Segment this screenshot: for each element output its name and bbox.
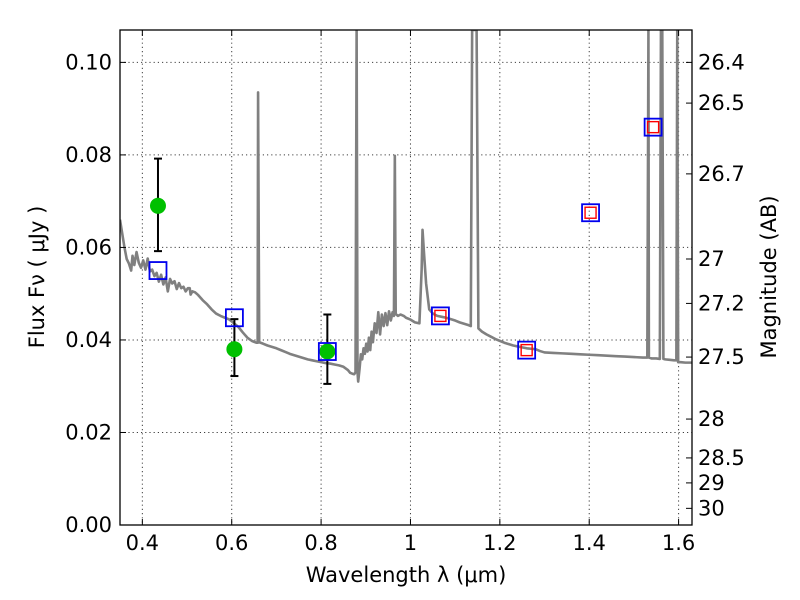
axis-ticks: 0.4 0.6 0.8 1 1.2 1.4 1.6 0.00 0.02 0.04 0.06 0.08 0… [65, 30, 745, 555]
model-band-square-blue [317, 342, 337, 361]
plot-area [120, 30, 692, 385]
axes-frame [119, 29, 693, 526]
model-sed-line [120, 30, 692, 383]
right-tick-label: 28 [698, 407, 725, 431]
model-band-square-blue [517, 340, 537, 360]
model-band-square-red [434, 309, 447, 323]
y-tick-label: 0.08 [65, 143, 112, 167]
model-band-square-red [646, 120, 660, 134]
model-band-square-blue [643, 117, 663, 137]
observed-point [226, 341, 243, 358]
right-tick-label: 26.7 [698, 162, 745, 186]
model-band-square-blue [431, 306, 450, 326]
x-tick-label: 1.4 [573, 531, 606, 555]
right-tick-label: 27.5 [698, 345, 745, 369]
right-tick-label: 26.4 [698, 50, 745, 74]
model-band-square-blue [224, 308, 244, 328]
right-tick-label: 28.5 [698, 446, 745, 470]
y-axis-right-label: Magnitude (AB) [757, 195, 781, 358]
right-tick-label: 27.2 [698, 291, 745, 315]
grid-lines [120, 30, 692, 526]
model-band-square-blue [148, 261, 168, 280]
x-axis-label: Wavelength λ (μm) [306, 563, 507, 587]
x-tick-label: 1 [404, 531, 417, 555]
observed-point [319, 343, 336, 360]
y-tick-label: 0.00 [65, 513, 112, 537]
x-tick-label: 0.6 [215, 531, 248, 555]
right-tick-label: 29 [698, 471, 725, 495]
y-tick-label: 0.04 [65, 328, 112, 352]
y-axis-label: Flux Fν ( μJy ) [25, 206, 49, 349]
x-tick-label: 1.2 [483, 531, 516, 555]
x-tick-label: 0.4 [126, 531, 159, 555]
x-tick-label: 1.6 [662, 531, 695, 555]
x-tick-label: 0.8 [304, 531, 337, 555]
y-tick-label: 0.06 [65, 235, 112, 259]
model-band-square-red [520, 343, 533, 357]
right-tick-label: 30 [698, 496, 725, 520]
y-tick-label: 0.10 [65, 50, 112, 74]
right-tick-label: 26.5 [698, 91, 745, 115]
observed-point [149, 197, 166, 214]
model-band-square-blue [581, 203, 600, 223]
y-tick-label: 0.02 [65, 420, 112, 444]
right-tick-label: 27 [698, 247, 725, 271]
model-band-square-red [584, 206, 597, 219]
plot-clip-group [120, 30, 692, 385]
